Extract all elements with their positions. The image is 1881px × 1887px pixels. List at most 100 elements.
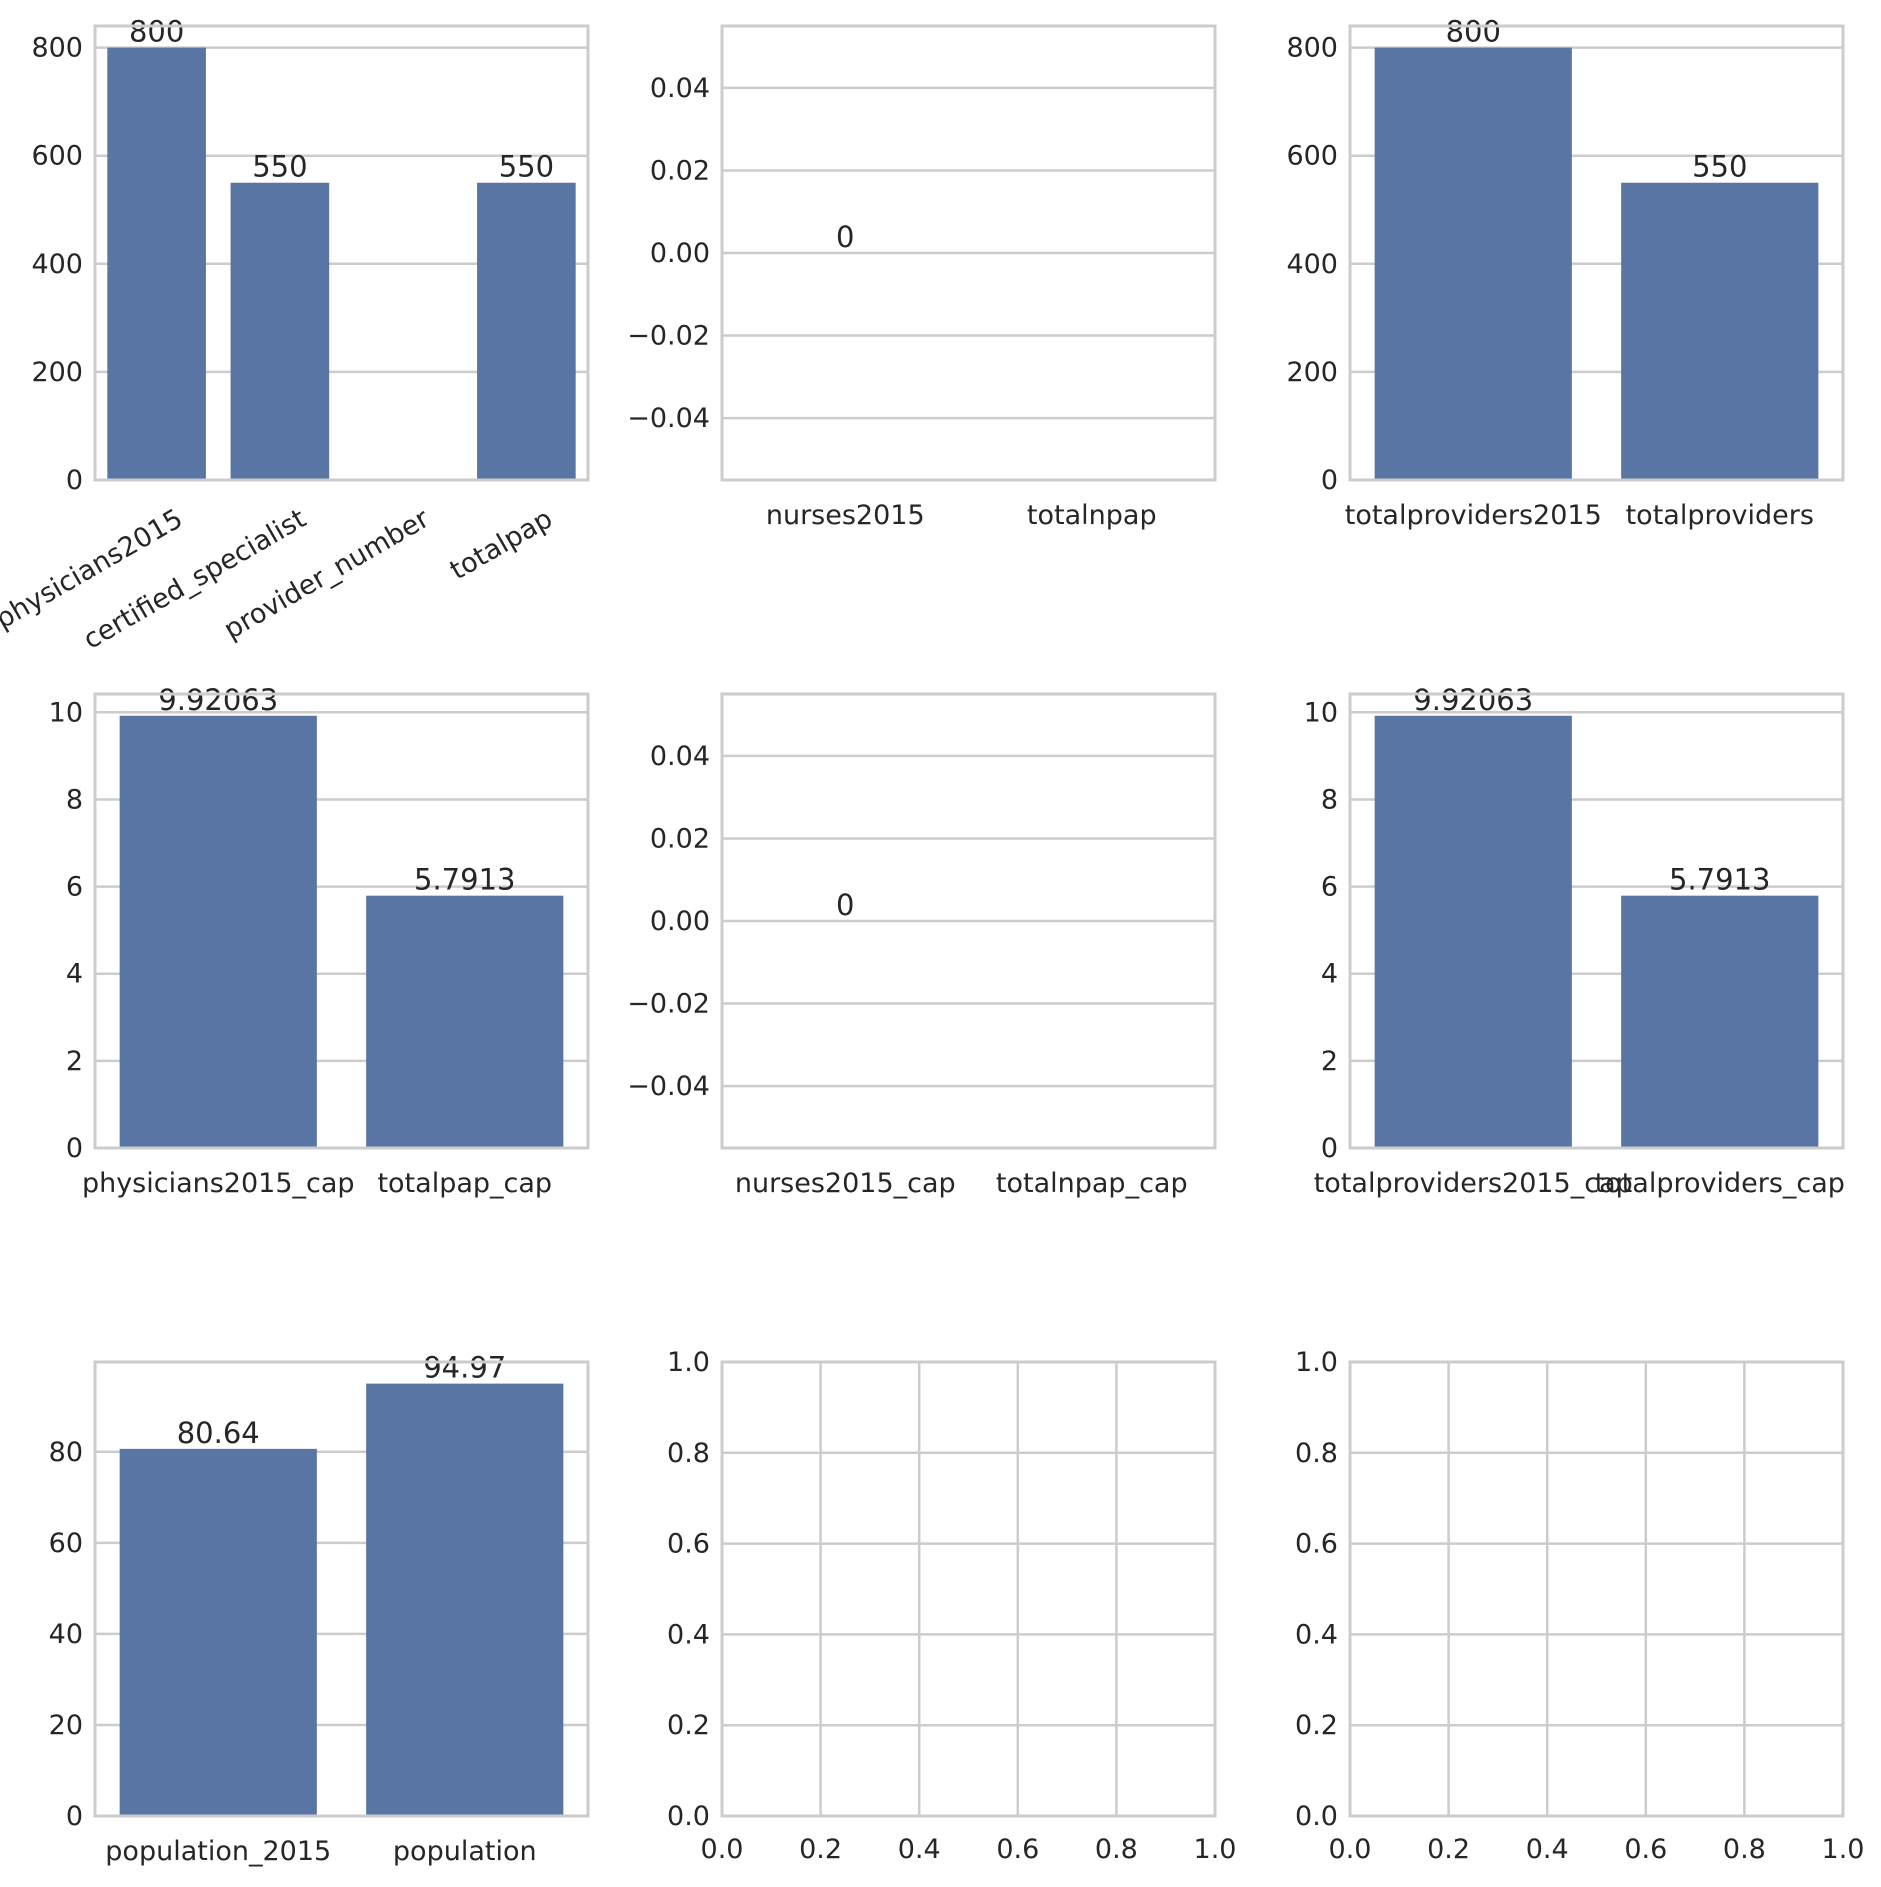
- data-label: 80.64: [177, 1416, 260, 1450]
- x-tick-label: 1.0: [1194, 1834, 1237, 1865]
- x-tick-label: 0.6: [996, 1834, 1039, 1865]
- bar: [366, 1383, 564, 1816]
- y-tick-label: 200: [31, 357, 83, 388]
- y-tick-label: 0.6: [667, 1529, 710, 1560]
- x-tick-label: totalproviders: [1626, 500, 1814, 531]
- data-label: 5.7913: [414, 863, 515, 897]
- y-tick-label: 0.8: [1295, 1438, 1338, 1469]
- x-tick-label: 0.8: [1095, 1834, 1138, 1865]
- subplot-4: 0 2 4 6 8 10 9.92063 physicians2015_cap 5.7913 to…: [49, 683, 590, 1199]
- x-tick-label: totalproviders2015_cap: [1314, 1168, 1633, 1199]
- y-tick-label: 0.8: [667, 1438, 710, 1469]
- x-tick-label: provider_number: [219, 503, 436, 646]
- x-tick-label: nurses2015_cap: [735, 1168, 956, 1199]
- y-tick-label: 0.00: [650, 906, 710, 937]
- x-tick-label: 0.2: [1427, 1834, 1470, 1865]
- y-tick-label: 80: [49, 1437, 83, 1468]
- axes-frame: [93, 692, 590, 1150]
- y-tick-label: 10: [49, 697, 83, 728]
- x-tick-label: population: [393, 1836, 537, 1867]
- plot-area: [1350, 1362, 1843, 1816]
- y-tick-label: −0.02: [627, 989, 710, 1020]
- axes-frame: [720, 1360, 1217, 1818]
- data-label: 5.7913: [1669, 863, 1770, 897]
- y-tick-label: 400: [1286, 249, 1338, 280]
- data-label: 9.92063: [1413, 683, 1533, 717]
- y-tick-label: 0.02: [650, 823, 710, 854]
- bar: [119, 715, 317, 1148]
- x-tick-label: totalpap_cap: [377, 1168, 552, 1199]
- bar: [366, 895, 564, 1148]
- y-tick-label: −0.04: [627, 1071, 710, 1102]
- subplot-2: −0.04 −0.02 0.00 0.02 0.04 0 nurses2015 totalnp…: [627, 24, 1217, 531]
- y-tick-label: 20: [49, 1710, 83, 1741]
- y-tick-label: 4: [66, 959, 83, 990]
- y-tick-label: 0.04: [650, 741, 710, 772]
- data-label: 550: [1692, 150, 1747, 184]
- y-tick-label: 0.2: [667, 1710, 710, 1741]
- y-tick-label: 2: [66, 1046, 83, 1077]
- bar: [1621, 895, 1819, 1148]
- x-tick-label: physicians2015_cap: [82, 1168, 355, 1199]
- y-tick-label: 10: [1304, 697, 1338, 728]
- y-tick-label: 0.6: [1295, 1529, 1338, 1560]
- y-tick-label: 6: [1321, 872, 1338, 903]
- y-tick-label: 400: [31, 249, 83, 280]
- bar: [230, 182, 330, 480]
- subplot-6: 0 2 4 6 8 10 9.92063 totalproviders2015_cap 5.79…: [1304, 683, 1845, 1199]
- axes-frame: [1348, 24, 1845, 482]
- subplot-8: 0.0 0.2 0.4 0.6 0.8 1.0 0.0 0.2 0.4 0.6 0.8 1.0: [667, 1347, 1236, 1865]
- y-tick-label: 0.04: [650, 73, 710, 104]
- data-label: 9.92063: [158, 683, 278, 717]
- data-label: 800: [1446, 15, 1501, 49]
- y-tick-label: 0.4: [1295, 1619, 1338, 1650]
- data-label: 0: [836, 888, 854, 922]
- y-tick-label: 6: [66, 872, 83, 903]
- y-tick-label: 800: [1286, 33, 1338, 64]
- y-tick-label: 1.0: [1295, 1347, 1338, 1378]
- axes-frame: [720, 692, 1217, 1150]
- y-tick-label: 0.00: [650, 238, 710, 269]
- subplot-9: 0.0 0.2 0.4 0.6 0.8 1.0 0.0 0.2 0.4 0.6 0.8 1.0: [1295, 1347, 1864, 1865]
- x-tick-label: population_2015: [105, 1836, 331, 1867]
- x-tick-label: 1.0: [1822, 1834, 1865, 1865]
- subplot-5: −0.04 −0.02 0.00 0.02 0.04 0 nurses2015_cap tot…: [627, 692, 1217, 1199]
- plot-area: [722, 1362, 1215, 1816]
- axes-frame: [720, 24, 1217, 482]
- x-tick-label: 0.4: [1526, 1834, 1569, 1865]
- y-tick-label: 0.02: [650, 155, 710, 186]
- x-tick-label: 0.6: [1624, 1834, 1667, 1865]
- y-tick-label: 8: [66, 784, 83, 815]
- x-tick-label: certified_specialist: [78, 503, 311, 655]
- data-label: 550: [252, 150, 307, 184]
- x-tick-label: totalpap: [445, 503, 558, 586]
- bar: [1374, 715, 1572, 1148]
- y-tick-label: 0.0: [667, 1801, 710, 1832]
- axes-frame: [93, 1360, 590, 1818]
- y-tick-label: 0: [1321, 1133, 1338, 1164]
- y-tick-label: 0.2: [1295, 1710, 1338, 1741]
- y-tick-label: 0: [66, 1133, 83, 1164]
- y-tick-label: 0: [1321, 465, 1338, 496]
- x-tick-label: nurses2015: [766, 500, 925, 531]
- y-tick-label: 60: [49, 1528, 83, 1559]
- x-tick-label: 0.8: [1723, 1834, 1766, 1865]
- bar: [1621, 182, 1819, 480]
- x-tick-label: 0.2: [799, 1834, 842, 1865]
- axes-frame: [1348, 1360, 1845, 1818]
- y-tick-label: 600: [31, 141, 83, 172]
- data-label: 800: [129, 15, 184, 49]
- y-tick-label: 40: [49, 1619, 83, 1650]
- y-tick-label: −0.02: [627, 321, 710, 352]
- subplot-7: 0 20 40 60 80 80.64 population_2015 94.97 popula…: [49, 1351, 590, 1867]
- axes-frame: [1348, 692, 1845, 1150]
- bar: [1374, 47, 1572, 480]
- x-tick-label: 0.4: [898, 1834, 941, 1865]
- y-tick-label: −0.04: [627, 403, 710, 434]
- x-tick-label: totalproviders2015: [1345, 500, 1602, 531]
- x-tick-label: 0.0: [701, 1834, 744, 1865]
- x-tick-label: totalproviders_cap: [1595, 1168, 1845, 1199]
- data-label: 0: [836, 220, 854, 254]
